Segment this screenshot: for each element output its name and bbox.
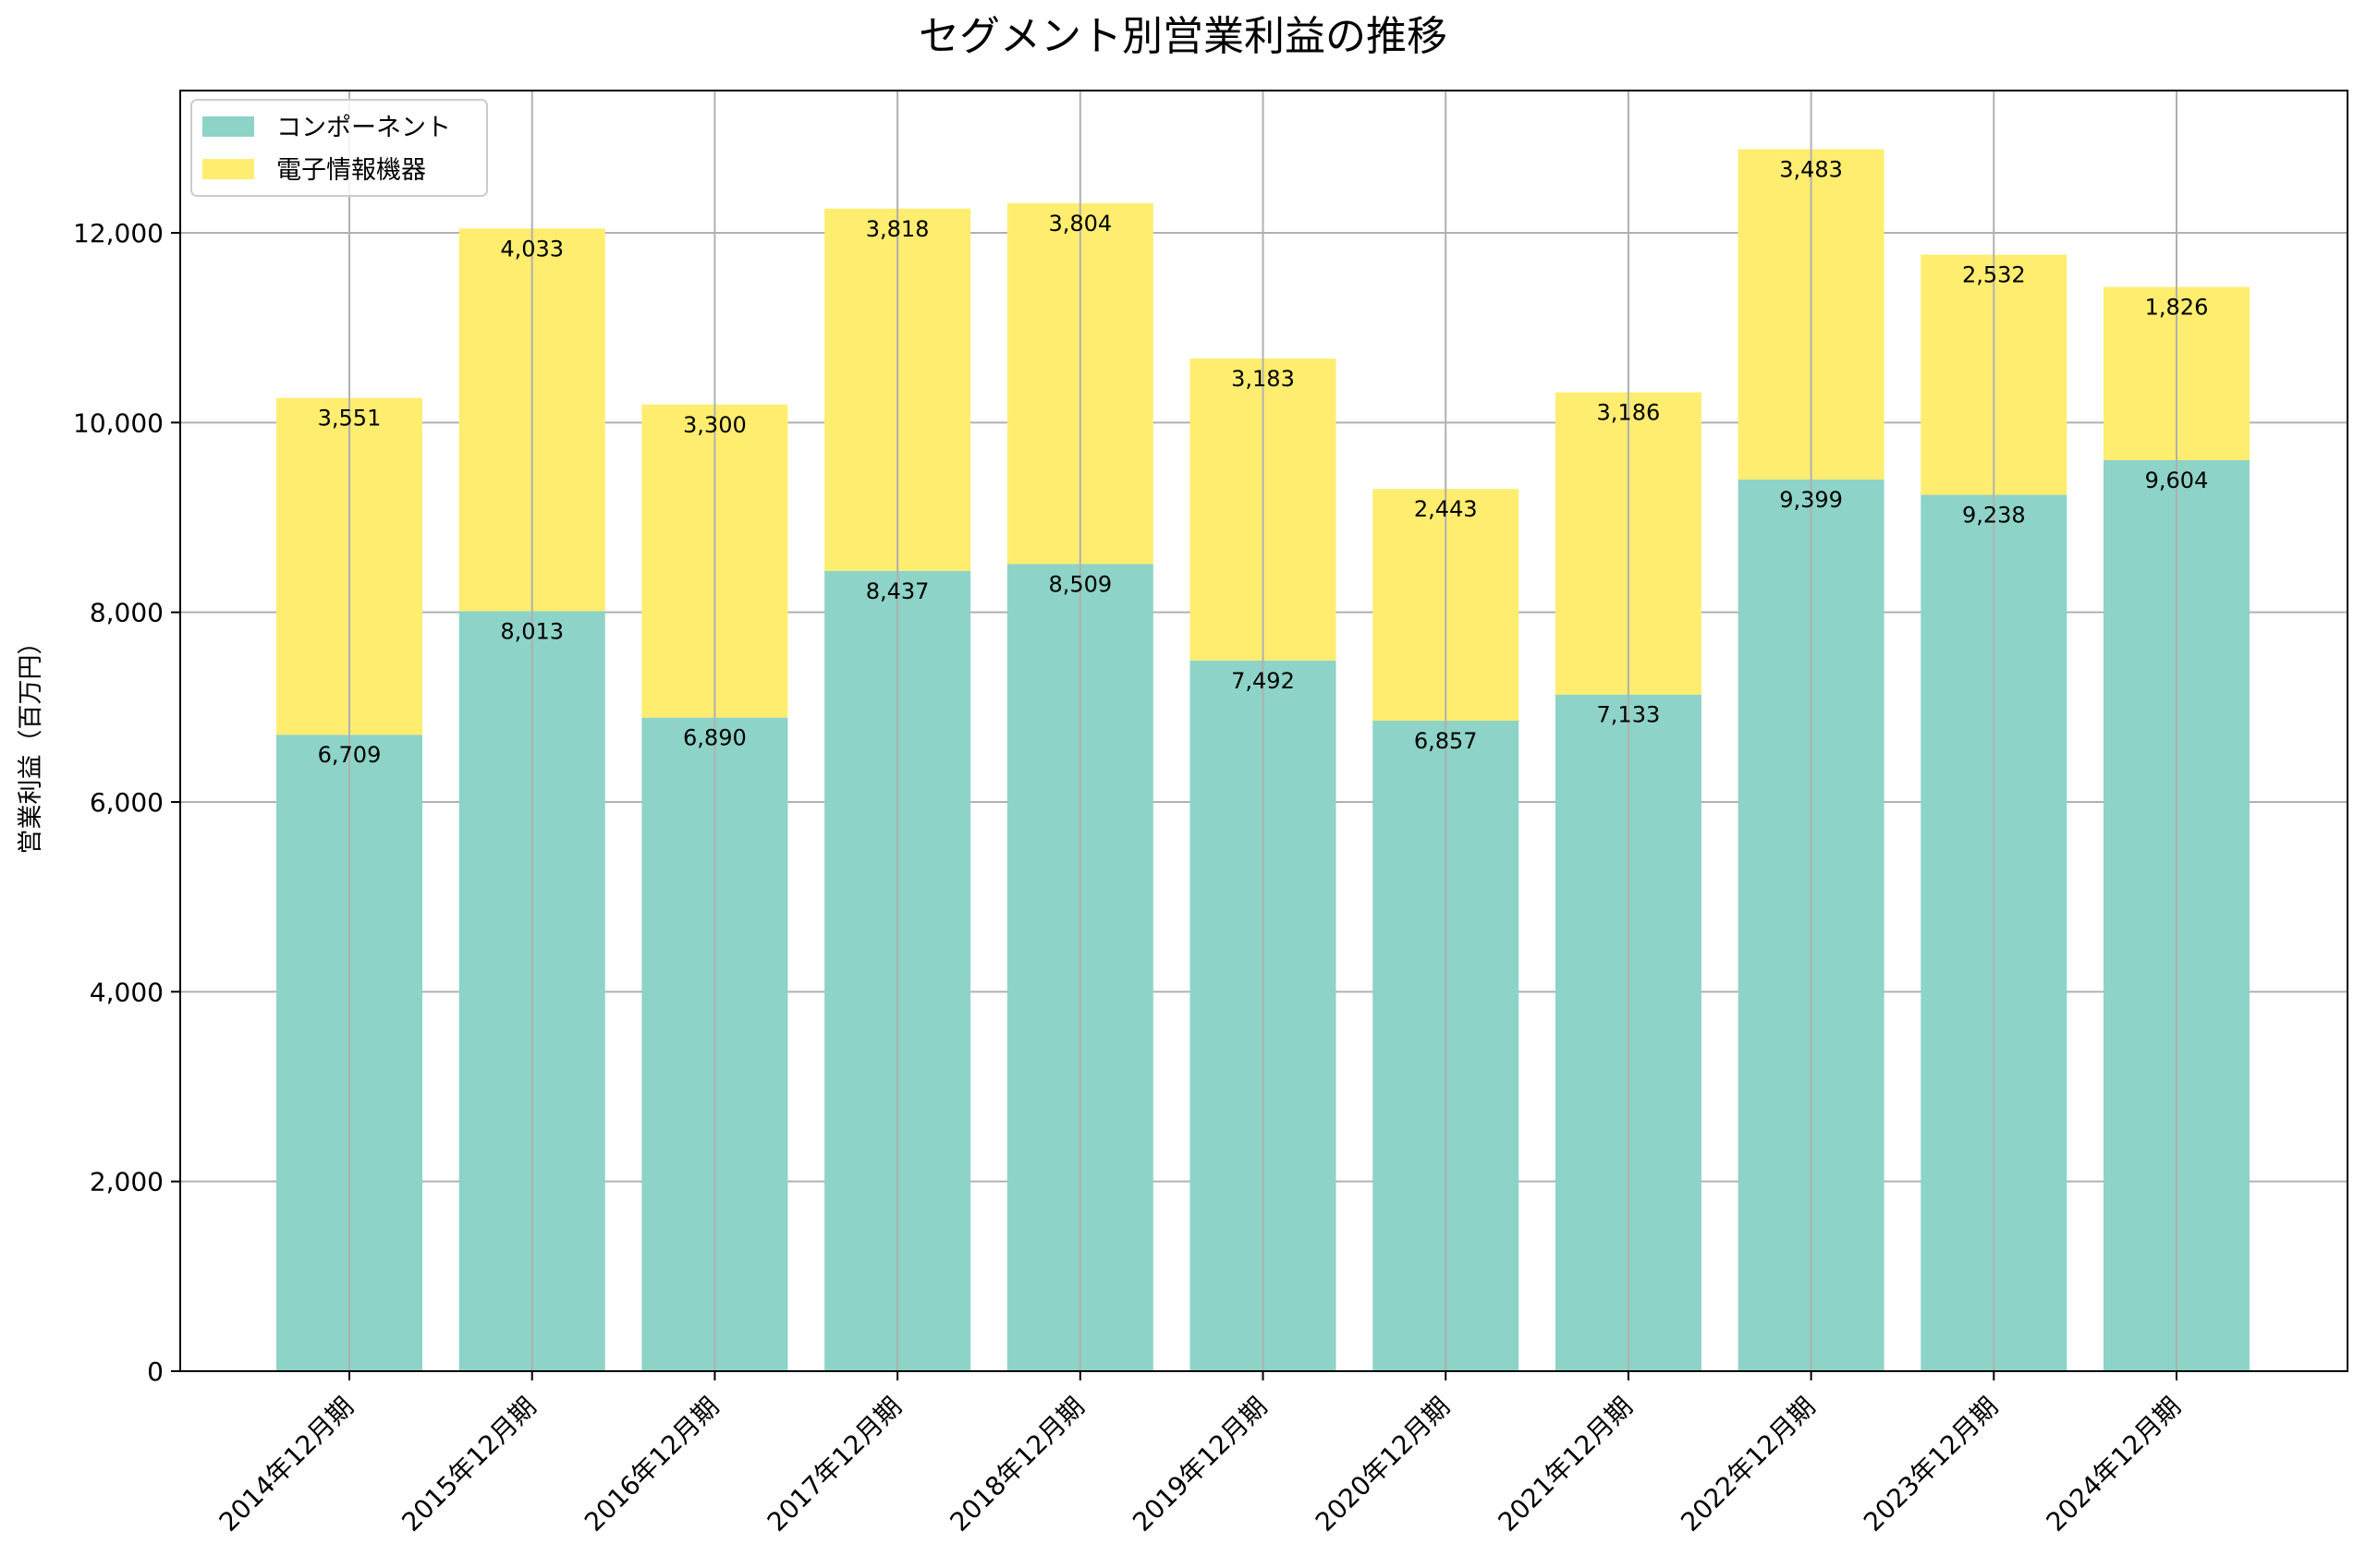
data-label: 6,709: [318, 742, 382, 768]
data-label: 3,183: [1231, 366, 1295, 392]
data-label: 4,033: [500, 236, 564, 261]
x-tick-label: 2014年12月期: [213, 1392, 360, 1538]
data-label: 2,532: [1962, 262, 2026, 288]
legend-swatch-component: [202, 116, 254, 137]
legend-label-electronic-info: 電子情報機器: [276, 156, 426, 185]
x-tick-label: 2016年12月期: [579, 1392, 725, 1538]
x-tick-label: 2017年12月期: [762, 1392, 908, 1538]
y-tick-label: 6,000: [90, 787, 164, 818]
legend-box: [190, 99, 488, 197]
x-tick-label: 2021年12月期: [1493, 1392, 1639, 1538]
data-label: 3,483: [1779, 156, 1843, 182]
x-tick-label: 2024年12月期: [2041, 1392, 2187, 1538]
y-tick-label: 0: [147, 1356, 164, 1387]
data-label: 3,804: [1048, 211, 1112, 237]
data-label: 8,509: [1048, 571, 1112, 597]
y-tick-label: 4,000: [90, 977, 164, 1007]
data-label: 3,818: [866, 216, 930, 242]
data-labels-layer: 6,709 3,551 8,013 4,033 6,890 3,300 8,437 3,818…: [318, 156, 2209, 768]
y-tick-label: 12,000: [73, 218, 164, 249]
data-label: 2,443: [1414, 496, 1478, 522]
vertical-grid-layer: [348, 91, 2177, 1371]
data-label: 3,186: [1597, 400, 1661, 426]
chart-title: セグメント別営業利益の推移: [919, 13, 1447, 60]
data-label: 6,890: [683, 725, 747, 751]
x-tick-label: 2020年12月期: [1310, 1392, 1456, 1538]
data-label: 3,551: [318, 406, 382, 432]
x-tick-label: 2015年12月期: [396, 1392, 542, 1538]
y-tick-label: 2,000: [90, 1167, 164, 1197]
data-label: 8,437: [866, 578, 930, 604]
data-label: 8,013: [500, 618, 564, 644]
data-label: 3,300: [683, 412, 747, 438]
data-label: 7,492: [1231, 668, 1295, 694]
x-tick-label: 2023年12月期: [1858, 1392, 2004, 1538]
data-label: 1,826: [2145, 295, 2209, 321]
legend-label-component: コンポーネント: [276, 114, 451, 142]
legend-swatch-electronic-info: [202, 159, 254, 179]
x-tick-label: 2019年12月期: [1127, 1392, 1273, 1538]
data-label: 6,857: [1414, 728, 1478, 754]
y-tick-label: 8,000: [90, 598, 164, 628]
data-label: 9,238: [1962, 503, 2026, 529]
x-tick-label: 2022年12月期: [1675, 1392, 1821, 1538]
data-label: 9,399: [1779, 487, 1843, 513]
y-axis-label: 営業利益（百万円）: [17, 630, 45, 855]
y-tick-label: 10,000: [73, 407, 164, 438]
data-label: 9,604: [2145, 468, 2209, 493]
x-tick-label: 2018年12月期: [944, 1392, 1090, 1538]
data-label: 7,133: [1597, 702, 1661, 728]
